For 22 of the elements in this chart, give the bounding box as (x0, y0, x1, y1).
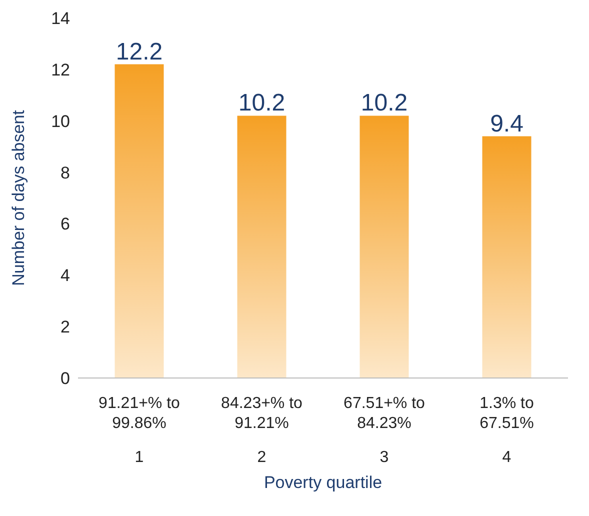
data-label: 10.2 (360, 90, 408, 117)
x-tick-label: 84.23+% to 91.21% 2 (221, 395, 303, 466)
data-label: 12.2 (116, 38, 163, 66)
bar (237, 116, 286, 378)
y-tick-label: 4 (60, 266, 70, 286)
y-tick-label: 14 (51, 9, 70, 28)
y-axis-title: Number of days absent (9, 110, 28, 286)
y-tick-label: 10 (51, 112, 70, 131)
bar (360, 116, 409, 378)
x-tick-label: 67.51+% to 84.23% 3 (344, 395, 426, 466)
y-tick-label: 6 (60, 214, 70, 234)
x-tick-label: 91.21+% to 99.86% 1 (98, 395, 180, 466)
y-tick-label: 2 (60, 318, 70, 337)
bar (482, 136, 532, 378)
bar (114, 64, 164, 378)
data-label: 9.4 (490, 110, 524, 138)
y-tick-label: 8 (60, 163, 70, 182)
y-tick-label: 0 (60, 369, 70, 388)
data-label: 10.2 (238, 90, 286, 117)
x-tick-label: 1.3% to 67.51% 4 (480, 395, 534, 466)
y-tick-label: 12 (51, 60, 70, 80)
x-axis-title: Poverty quartile (264, 473, 382, 492)
